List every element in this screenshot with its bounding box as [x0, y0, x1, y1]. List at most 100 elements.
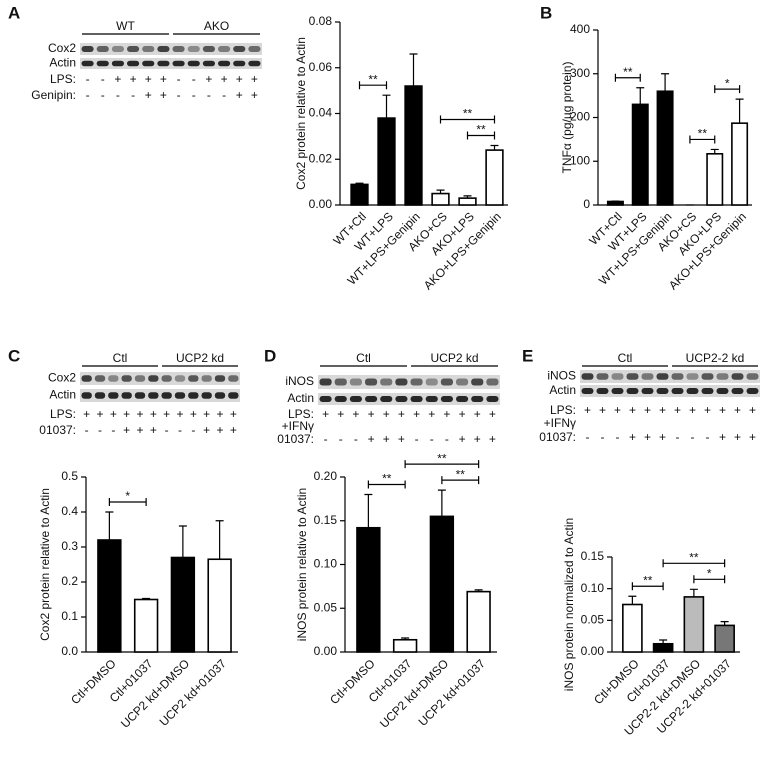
blot-band: [174, 392, 186, 399]
blot-band: [349, 378, 362, 386]
treatment-sign: +: [383, 432, 390, 446]
treatment-sign: -: [192, 72, 196, 86]
blot-band: [218, 60, 231, 67]
significance-bracket: [689, 135, 716, 144]
error-bar: [436, 189, 445, 194]
blot-band: [157, 46, 170, 52]
blot-band: [471, 396, 484, 402]
bar: [431, 192, 450, 206]
blot-band: [148, 392, 159, 399]
group-label: Ctl: [356, 351, 371, 365]
band-label: Actin: [287, 391, 314, 405]
error-bar: [659, 639, 668, 644]
blot-band: [202, 46, 215, 52]
treatment-sign: +: [428, 407, 435, 421]
significance-label: **: [643, 573, 653, 587]
treatment-sign: +: [176, 407, 183, 421]
treatment-sign: +: [203, 423, 210, 437]
treatment-sign: +: [230, 407, 237, 421]
treatment-sign: +: [368, 407, 375, 421]
blot-band: [425, 378, 438, 386]
blot-band: [334, 378, 347, 386]
treatment-sign: -: [177, 88, 181, 102]
blot-band: [248, 60, 261, 67]
treatment-sign: -: [445, 432, 449, 446]
error-bar: [710, 148, 719, 154]
blot-strip: [80, 389, 240, 402]
panel-letter: E: [522, 346, 533, 365]
significance-label: **: [463, 107, 473, 121]
y-tick-label: 0.15: [314, 513, 338, 527]
treatment-sign: -: [116, 88, 120, 102]
blot-band: [142, 60, 155, 67]
significance-label: *: [707, 566, 712, 580]
blot-band: [701, 388, 714, 394]
blot-band: [380, 396, 393, 402]
treatment-sign: +: [398, 432, 405, 446]
blot-band: [440, 378, 453, 386]
blot-band: [425, 396, 438, 402]
blot-band: [187, 46, 200, 52]
y-tick-label: 0.10: [581, 581, 605, 595]
blot-band: [161, 392, 172, 399]
treatment-sign: +: [236, 88, 243, 102]
blot-band: [233, 46, 246, 52]
bar: [622, 603, 643, 653]
y-tick-label: 0.20: [314, 469, 338, 483]
panel-letter: B: [540, 3, 552, 22]
treatment-sign: +: [489, 407, 496, 421]
treatment-sign: -: [324, 432, 328, 446]
y-tick-label: 300: [570, 66, 590, 80]
treatment-sign: +: [203, 407, 210, 421]
y-tick-label: 0.08: [309, 14, 333, 28]
blot-strip: [580, 370, 760, 383]
treatment-sign: +: [160, 88, 167, 102]
treatment-sign: +: [474, 407, 481, 421]
blot-band: [134, 375, 146, 382]
band-label: Cox2: [48, 371, 76, 385]
treatment-sign: +: [644, 430, 651, 444]
bar: [207, 558, 232, 653]
blot-band: [94, 375, 106, 382]
treatment-sign: -: [85, 423, 89, 437]
y-tick-label: 0.1: [61, 609, 78, 623]
significance-bracket: [466, 131, 496, 140]
y-tick-label: 0.04: [309, 106, 333, 120]
y-tick-label: 0.00: [581, 644, 605, 658]
treatment-sign: +: [123, 423, 130, 437]
treatment-sign: +: [136, 423, 143, 437]
x-tick-label: UCP2 kd+01037: [157, 656, 230, 729]
blot-band: [686, 373, 699, 380]
y-tick-label: 0.00: [309, 197, 333, 211]
treatment-sign: +: [659, 403, 666, 417]
treatment-sign: +: [474, 432, 481, 446]
y-tick-label: 0.0: [61, 644, 78, 658]
blot-band: [108, 392, 119, 399]
blot-band: [656, 373, 669, 380]
blot-band: [157, 60, 170, 67]
y-tick-label: 0.15: [581, 549, 605, 563]
treatment-sign: -: [586, 430, 590, 444]
significance-label: *: [725, 76, 730, 90]
row-label: LPS:: [50, 72, 76, 86]
blot-band: [121, 392, 132, 399]
error-bar: [105, 511, 114, 540]
treatment-sign: -: [616, 430, 620, 444]
significance-label: *: [125, 489, 130, 503]
blot-band: [365, 378, 378, 386]
group-label: Ctl: [113, 351, 128, 365]
row-label: Genipin:: [31, 88, 76, 102]
panel-letter: A: [8, 3, 20, 22]
blot-band: [349, 396, 362, 402]
blot-band: [334, 396, 347, 402]
significance-label: **: [698, 127, 708, 141]
bar: [392, 638, 418, 653]
error-bar: [689, 588, 698, 597]
treatment-sign: -: [706, 430, 710, 444]
bar: [133, 598, 159, 653]
treatment-sign: +: [163, 407, 170, 421]
panel-letter: C: [8, 346, 20, 365]
blot-band: [81, 392, 92, 399]
blot-band: [671, 373, 684, 380]
blot-band: [134, 392, 146, 399]
